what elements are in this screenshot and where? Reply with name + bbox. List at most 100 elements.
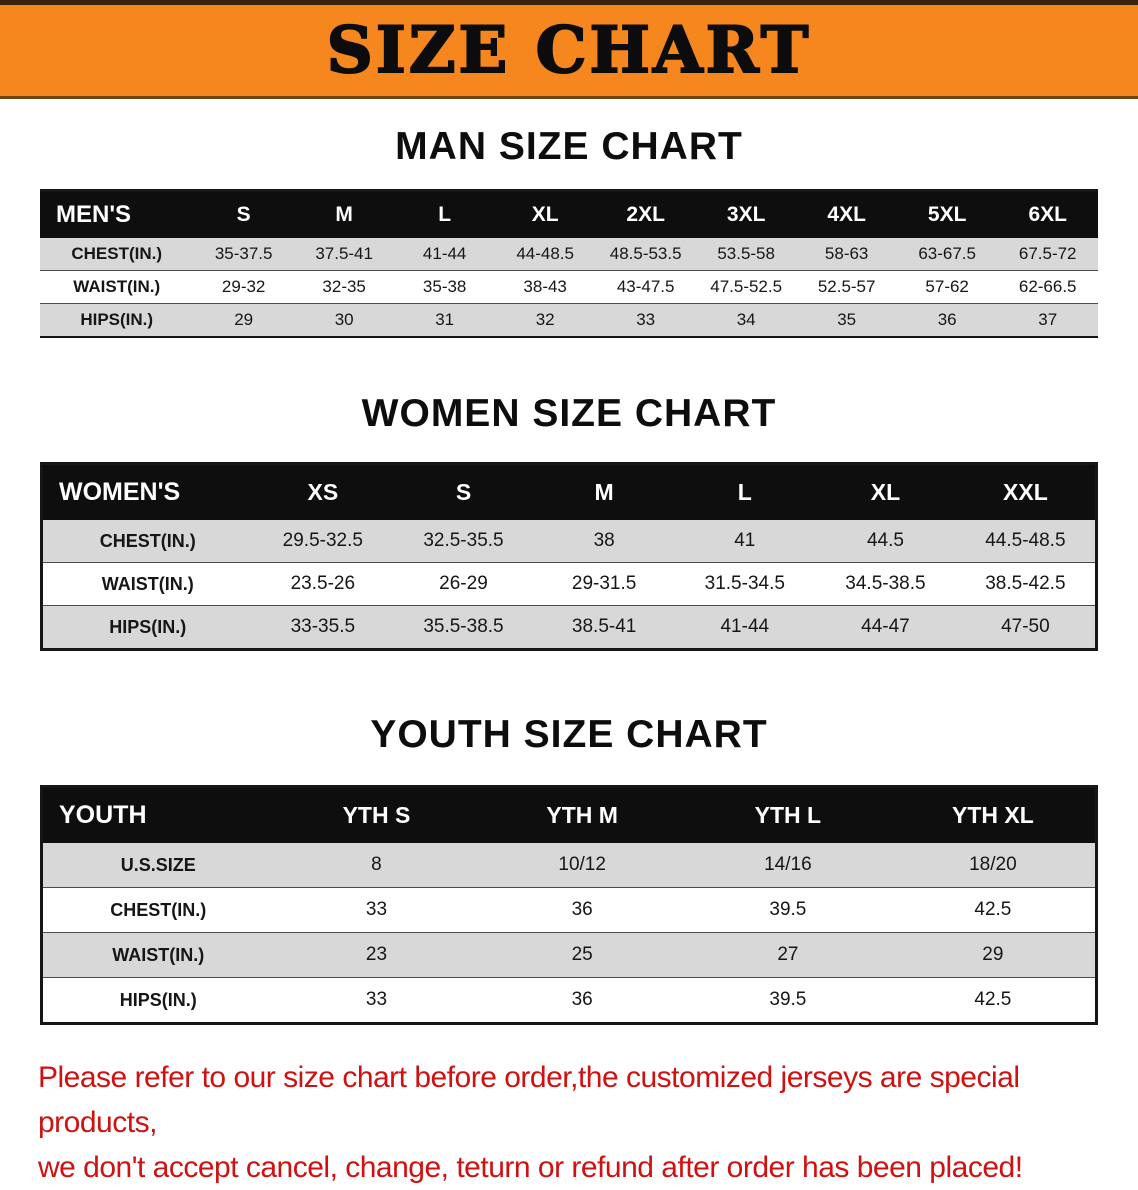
size-column-header: 3XL	[695, 190, 797, 238]
size-value-cell: 42.5	[974, 899, 1012, 920]
size-value-cell: 29	[982, 944, 1004, 965]
size-value-cell: 39.5	[769, 899, 807, 920]
row-label: HIPS(IN.)	[80, 310, 154, 329]
size-column-header: YTH XL	[890, 786, 1097, 843]
table-corner-label: WOMEN'S	[41, 463, 253, 520]
table-corner-label: MEN'S	[40, 190, 194, 238]
women-size-section: WOMEN SIZE CHART WOMEN'S XS S M L XL XXL CHEST(…	[0, 392, 1138, 651]
size-value-cell: 29.5-32.5	[282, 530, 363, 551]
size-column-header: M	[293, 190, 395, 238]
row-label: U.S.SIZE	[120, 854, 196, 875]
size-value-cell: 57-62	[925, 277, 969, 296]
size-value-cell: 34.5-38.5	[845, 573, 926, 594]
size-value-cell: 41-44	[720, 616, 770, 637]
row-label: WAIST(IN.)	[112, 944, 205, 965]
size-value-cell: 37.5-41	[315, 244, 373, 263]
disclaimer-line-1: Please refer to our size chart before or…	[38, 1061, 1020, 1139]
size-value-cell: 29-32	[221, 277, 266, 296]
table-row: WAIST(IN.) 23 25 27 29	[41, 932, 1097, 978]
size-column-header: S	[193, 190, 294, 238]
size-value-cell: 38-43	[523, 277, 567, 296]
size-column-header: XS	[252, 463, 394, 520]
size-value-cell: 14/16	[764, 854, 812, 875]
banner: SIZE CHART	[0, 0, 1138, 99]
size-value-cell: 44.5	[866, 530, 904, 551]
row-label: CHEST(IN.)	[110, 899, 207, 920]
size-value-cell: 44-48.5	[516, 244, 574, 263]
size-column-header: L	[394, 190, 495, 238]
size-value-cell: 35	[837, 310, 857, 329]
size-value-cell: 36	[571, 899, 593, 920]
men-size-section: MAN SIZE CHART MEN'S S M L XL 2XL 3XL 4XL 5XL 6XL…	[0, 125, 1138, 338]
size-value-cell: 37	[1038, 310, 1058, 329]
size-column-header: M	[533, 463, 675, 520]
size-value-cell: 32	[535, 310, 555, 329]
row-label: WAIST(IN.)	[101, 573, 194, 594]
table-header-row: YOUTH YTH S YTH M YTH L YTH XL	[41, 786, 1097, 843]
table-row: WAIST(IN.) 29-32 32-35 35-38 38-43 43-47.5 47.…	[40, 270, 1098, 304]
table-row: HIPS(IN.) 33 36 39.5 42.5	[41, 977, 1097, 1024]
size-value-cell: 36	[937, 310, 957, 329]
table-row: CHEST(IN.) 29.5-32.5 32.5-35.5 38 41 44.5 44.5…	[41, 520, 1097, 563]
size-value-cell: 62-66.5	[1018, 277, 1077, 296]
women-section-heading: WOMEN SIZE CHART	[361, 392, 777, 435]
size-value-cell: 8	[371, 854, 382, 875]
size-value-cell: 43-47.5	[616, 277, 675, 296]
size-value-cell: 32.5-35.5	[423, 530, 504, 551]
size-value-cell: 47-50	[1001, 616, 1050, 637]
youth-size-table: YOUTH YTH S YTH M YTH L YTH XL U.S.SIZE 8 10/12…	[40, 785, 1098, 1025]
size-value-cell: 58-63	[824, 244, 869, 263]
size-value-cell: 10/12	[558, 854, 606, 875]
size-value-cell: 29	[234, 310, 254, 329]
size-value-cell: 33	[636, 310, 656, 329]
size-value-cell: 44-47	[861, 616, 910, 637]
size-value-cell: 27	[777, 944, 799, 965]
row-label: WAIST(IN.)	[73, 277, 161, 296]
size-value-cell: 33	[365, 989, 388, 1010]
size-value-cell: 39.5	[769, 989, 807, 1010]
size-column-header: XL	[494, 190, 596, 238]
table-row: CHEST(IN.) 33 36 39.5 42.5	[41, 887, 1097, 933]
table-corner-label: YOUTH	[41, 786, 274, 843]
men-size-table: MEN'S S M L XL 2XL 3XL 4XL 5XL 6XL CHEST(IN.) 35-37…	[40, 189, 1098, 338]
charts-area: MAN SIZE CHART MEN'S S M L XL 2XL 3XL 4XL 5XL 6XL…	[0, 125, 1138, 1025]
size-column-header: XL	[815, 463, 956, 520]
row-label: CHEST(IN.)	[99, 530, 196, 551]
size-value-cell: 47.5-52.5	[710, 277, 783, 296]
size-value-cell: 29-31.5	[571, 573, 637, 594]
size-value-cell: 63-67.5	[918, 244, 976, 263]
youth-size-section: YOUTH SIZE CHART YOUTH YTH S YTH M YTH L YTH…	[0, 713, 1138, 1025]
size-value-cell: 53.5-58	[717, 244, 775, 263]
size-column-header: YTH S	[273, 786, 480, 843]
size-column-header: XXL	[955, 463, 1097, 520]
size-value-cell: 38.5-42.5	[985, 573, 1066, 594]
size-column-header: 6XL	[997, 190, 1098, 238]
size-column-header: YTH M	[479, 786, 686, 843]
size-value-cell: 36	[571, 989, 593, 1010]
size-value-cell: 33-35.5	[290, 616, 356, 637]
size-value-cell: 35-38	[422, 277, 467, 296]
size-value-cell: 41-44	[422, 244, 467, 263]
size-value-cell: 32-35	[322, 277, 366, 296]
size-value-cell: 30	[334, 310, 354, 329]
table-row: CHEST(IN.) 35-37.5 37.5-41 41-44 44-48.5 48.5…	[40, 238, 1098, 271]
size-value-cell: 67.5-72	[1018, 244, 1077, 263]
size-value-cell: 35.5-38.5	[423, 616, 504, 637]
size-value-cell: 38.5-41	[571, 616, 637, 637]
disclaimer: Please refer to our size chart before or…	[38, 1055, 1100, 1190]
size-column-header: S	[393, 463, 534, 520]
size-column-header: 4XL	[796, 190, 897, 238]
men-section-heading: MAN SIZE CHART	[395, 125, 743, 168]
size-value-cell: 42.5	[974, 989, 1012, 1010]
size-value-cell: 26-29	[439, 573, 488, 594]
row-label: HIPS(IN.)	[109, 616, 187, 637]
size-value-cell: 33	[365, 899, 388, 920]
size-column-header: 2XL	[595, 190, 696, 238]
table-header-row: WOMEN'S XS S M L XL XXL	[41, 463, 1097, 520]
size-value-cell: 18/20	[969, 854, 1017, 875]
size-value-cell: 25	[571, 944, 593, 965]
youth-section-heading: YOUTH SIZE CHART	[370, 713, 768, 756]
size-value-cell: 31	[435, 310, 455, 329]
size-column-header: 5XL	[896, 190, 998, 238]
